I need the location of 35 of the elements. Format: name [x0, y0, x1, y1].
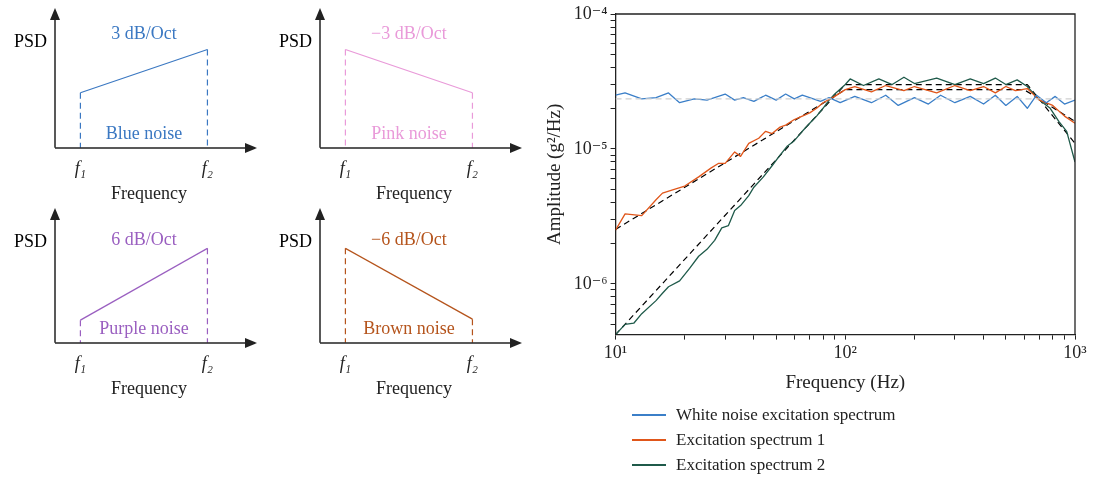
x-tick-label: 10³ [1063, 342, 1088, 363]
y-axis-title: PSD [278, 230, 312, 251]
legend-label: Excitation spectrum 1 [676, 429, 826, 450]
x-axis-title: Frequency [111, 182, 187, 203]
x-tick-label: 10¹ [603, 342, 628, 363]
x-tick-label: f₁ [74, 353, 87, 374]
x-tick-label: f₁ [339, 158, 352, 179]
x-tick-label: f₂ [466, 158, 479, 179]
x-tick-label: f₂ [201, 353, 214, 374]
text: −3 dB/Oct [371, 23, 447, 44]
y-tick-label: 10⁻⁶ [573, 272, 608, 293]
y-tick-label: 10⁻⁵ [573, 137, 608, 158]
y-axis-title: PSD [13, 30, 47, 51]
legend-label: White noise excitation spectrum [676, 404, 896, 425]
annotation: Brown noise [363, 317, 455, 338]
text: 3 dB/Oct [111, 23, 177, 44]
annotation: Purple noise [99, 317, 189, 338]
x-axis-title: Frequency (Hz) [785, 370, 906, 393]
x-axis-title: Frequency [111, 377, 187, 398]
annotation: 6 dB/Oct [111, 229, 177, 250]
x-tick-label: f₁ [339, 353, 352, 374]
annotation: −6 dB/Oct [371, 228, 447, 249]
x-tick-label: f₂ [201, 158, 214, 179]
annotation: Pink noise [371, 122, 447, 143]
x-axis-title: Frequency [376, 377, 452, 398]
y-axis-title: PSD [13, 230, 47, 251]
x-tick-label: f₁ [74, 158, 87, 179]
x-axis-title: Frequency [376, 182, 452, 203]
x-tick-label: f₂ [466, 353, 479, 374]
x-tick-label: 10² [833, 342, 857, 363]
annotation: Blue noise [105, 122, 183, 143]
y-axis-title: PSD [278, 30, 312, 51]
y-tick-label: 10⁻⁴ [573, 2, 608, 23]
y-axis-title: Amplitude (g²/Hz) [543, 103, 566, 245]
legend-label: Excitation spectrum 2 [676, 454, 826, 475]
